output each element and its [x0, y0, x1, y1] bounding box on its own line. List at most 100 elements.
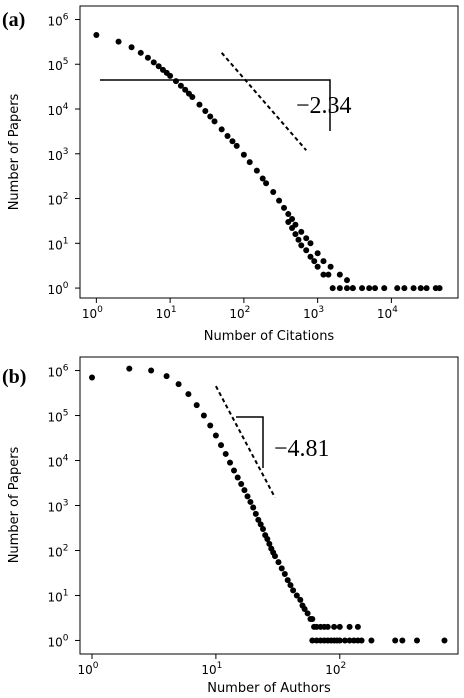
data-point-30 — [275, 559, 282, 566]
data-point-66 — [368, 637, 375, 644]
data-point-50 — [311, 258, 318, 265]
y-tick-label-exponent-0: 0 — [63, 281, 69, 291]
data-point-9 — [167, 72, 174, 79]
data-point-58 — [359, 285, 366, 292]
data-point-14 — [189, 94, 196, 101]
data-point-26 — [266, 540, 273, 547]
data-point-23 — [240, 151, 247, 158]
plot-frame-b — [79, 356, 459, 655]
data-point-19 — [250, 504, 257, 511]
x-tick-label-0: 100 — [77, 661, 98, 677]
data-point-16 — [202, 108, 209, 115]
data-point-21 — [255, 516, 262, 523]
data-point-5 — [185, 391, 192, 398]
data-point-69 — [413, 637, 420, 644]
y-tick-label-exponent-3: 3 — [63, 147, 69, 157]
y-tick-label-0: 100 — [47, 281, 68, 297]
data-point-66 — [423, 285, 430, 292]
data-point-34 — [298, 228, 305, 235]
data-point-32 — [281, 571, 288, 578]
data-point-18 — [211, 118, 218, 125]
data-point-35 — [290, 587, 297, 594]
data-point-37 — [297, 596, 304, 603]
data-point-37 — [314, 250, 321, 257]
y-tick-label-6: 106 — [47, 364, 68, 380]
data-point-52 — [320, 271, 327, 278]
data-point-4 — [175, 381, 182, 388]
data-points-a — [93, 31, 443, 292]
data-point-22 — [257, 521, 264, 528]
data-point-27 — [263, 180, 270, 187]
data-point-35 — [303, 235, 310, 242]
data-point-9 — [212, 432, 219, 439]
data-point-38 — [320, 258, 327, 265]
y-tick-label-4: 104 — [47, 102, 68, 118]
x-tick-label-base-1: 10 — [156, 307, 171, 321]
data-point-0 — [93, 31, 100, 38]
data-point-11 — [222, 450, 229, 457]
data-point-51 — [314, 263, 321, 270]
x-tick-label-exponent-0: 0 — [97, 305, 103, 315]
y-tick-label-exponent-5: 5 — [63, 57, 69, 67]
slope-triangle-b — [236, 416, 264, 468]
x-tick-label-base-2: 10 — [229, 307, 244, 321]
y-tick-label-exponent-4: 4 — [63, 454, 69, 464]
data-point-15 — [238, 481, 245, 488]
x-tick-label-1: 101 — [156, 305, 177, 321]
x-tick-label-2: 102 — [325, 661, 346, 677]
slope-reference-line-b — [215, 385, 276, 499]
data-point-6 — [193, 402, 200, 409]
data-point-14 — [234, 474, 241, 481]
y-tick-label-exponent-4: 4 — [63, 102, 69, 112]
data-point-48 — [331, 623, 338, 630]
data-point-67 — [392, 637, 399, 644]
data-point-29 — [272, 553, 279, 560]
data-point-48 — [303, 247, 310, 254]
x-tick-label-base-3: 10 — [303, 307, 318, 321]
data-point-68 — [436, 285, 443, 292]
data-point-57 — [349, 285, 356, 292]
data-point-24 — [246, 159, 253, 166]
data-point-25 — [264, 536, 271, 543]
data-point-45 — [292, 231, 299, 238]
data-point-17 — [207, 113, 214, 120]
panel-label-a: (a) — [2, 9, 25, 31]
data-point-2 — [128, 44, 135, 51]
data-point-43 — [285, 218, 292, 225]
y-tick-label-base-5: 10 — [47, 411, 62, 425]
data-point-47 — [298, 242, 305, 249]
x-tick-label-2: 102 — [229, 305, 250, 321]
data-point-50 — [346, 623, 353, 630]
data-point-65 — [417, 285, 424, 292]
data-point-12 — [227, 459, 234, 466]
data-point-31 — [278, 565, 285, 572]
data-point-62 — [346, 637, 353, 644]
y-tick-label-5: 105 — [47, 57, 68, 73]
plot-frame-a — [79, 5, 459, 299]
data-point-7 — [200, 412, 207, 419]
y-tick-label-exponent-6: 6 — [63, 12, 69, 22]
data-point-16 — [241, 487, 248, 494]
x-tick-label-base-0: 10 — [82, 307, 97, 321]
data-point-3 — [137, 49, 144, 56]
data-point-39 — [327, 263, 334, 270]
panel-label-b: (b) — [2, 366, 26, 388]
x-axis-label-a: Number of Citations — [204, 329, 335, 344]
data-point-52 — [309, 637, 316, 644]
chart-panel-a: (a) 100 101 102 103 104 10010110210310410510… — [2, 5, 459, 344]
data-point-49 — [336, 623, 343, 630]
y-tick-label-base-1: 10 — [47, 590, 62, 604]
data-point-53 — [325, 271, 332, 278]
x-tick-label-exponent-2: 2 — [341, 661, 347, 671]
data-point-22 — [233, 142, 240, 149]
data-point-41 — [343, 277, 350, 284]
data-point-15 — [196, 101, 203, 108]
y-tick-label-6: 106 — [47, 12, 68, 28]
data-point-29 — [276, 197, 283, 204]
data-point-64 — [410, 285, 417, 292]
slope-annotation-b: −4.81 — [274, 436, 330, 462]
data-point-40 — [304, 610, 311, 617]
